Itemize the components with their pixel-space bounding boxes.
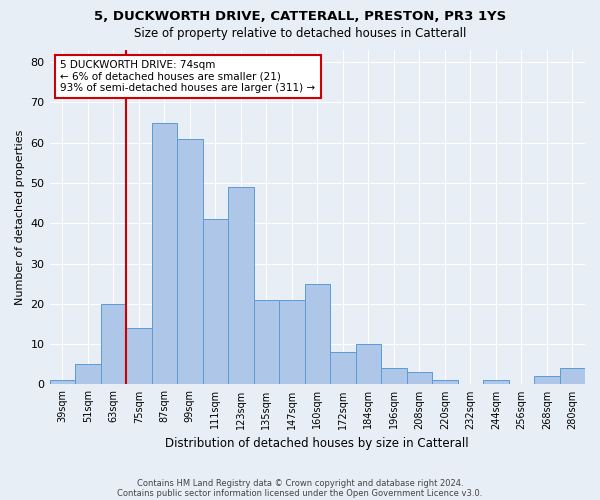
Bar	[203, 219, 228, 384]
Bar	[101, 304, 126, 384]
Bar	[152, 122, 177, 384]
Bar	[126, 328, 152, 384]
Bar	[228, 187, 254, 384]
Bar	[356, 344, 381, 385]
Bar	[534, 376, 560, 384]
Bar	[254, 300, 279, 384]
Y-axis label: Number of detached properties: Number of detached properties	[15, 130, 25, 305]
Bar	[381, 368, 407, 384]
Bar	[560, 368, 585, 384]
Bar	[483, 380, 509, 384]
Bar	[177, 138, 203, 384]
Bar	[407, 372, 432, 384]
Text: Size of property relative to detached houses in Catterall: Size of property relative to detached ho…	[134, 28, 466, 40]
Bar	[432, 380, 458, 384]
Bar	[279, 300, 305, 384]
Text: 5, DUCKWORTH DRIVE, CATTERALL, PRESTON, PR3 1YS: 5, DUCKWORTH DRIVE, CATTERALL, PRESTON, …	[94, 10, 506, 23]
Bar	[50, 380, 75, 384]
Bar	[75, 364, 101, 384]
Bar	[305, 284, 330, 384]
Text: Contains public sector information licensed under the Open Government Licence v3: Contains public sector information licen…	[118, 488, 482, 498]
Bar	[330, 352, 356, 384]
Text: Contains HM Land Registry data © Crown copyright and database right 2024.: Contains HM Land Registry data © Crown c…	[137, 478, 463, 488]
Text: 5 DUCKWORTH DRIVE: 74sqm
← 6% of detached houses are smaller (21)
93% of semi-de: 5 DUCKWORTH DRIVE: 74sqm ← 6% of detache…	[60, 60, 316, 93]
X-axis label: Distribution of detached houses by size in Catterall: Distribution of detached houses by size …	[166, 437, 469, 450]
